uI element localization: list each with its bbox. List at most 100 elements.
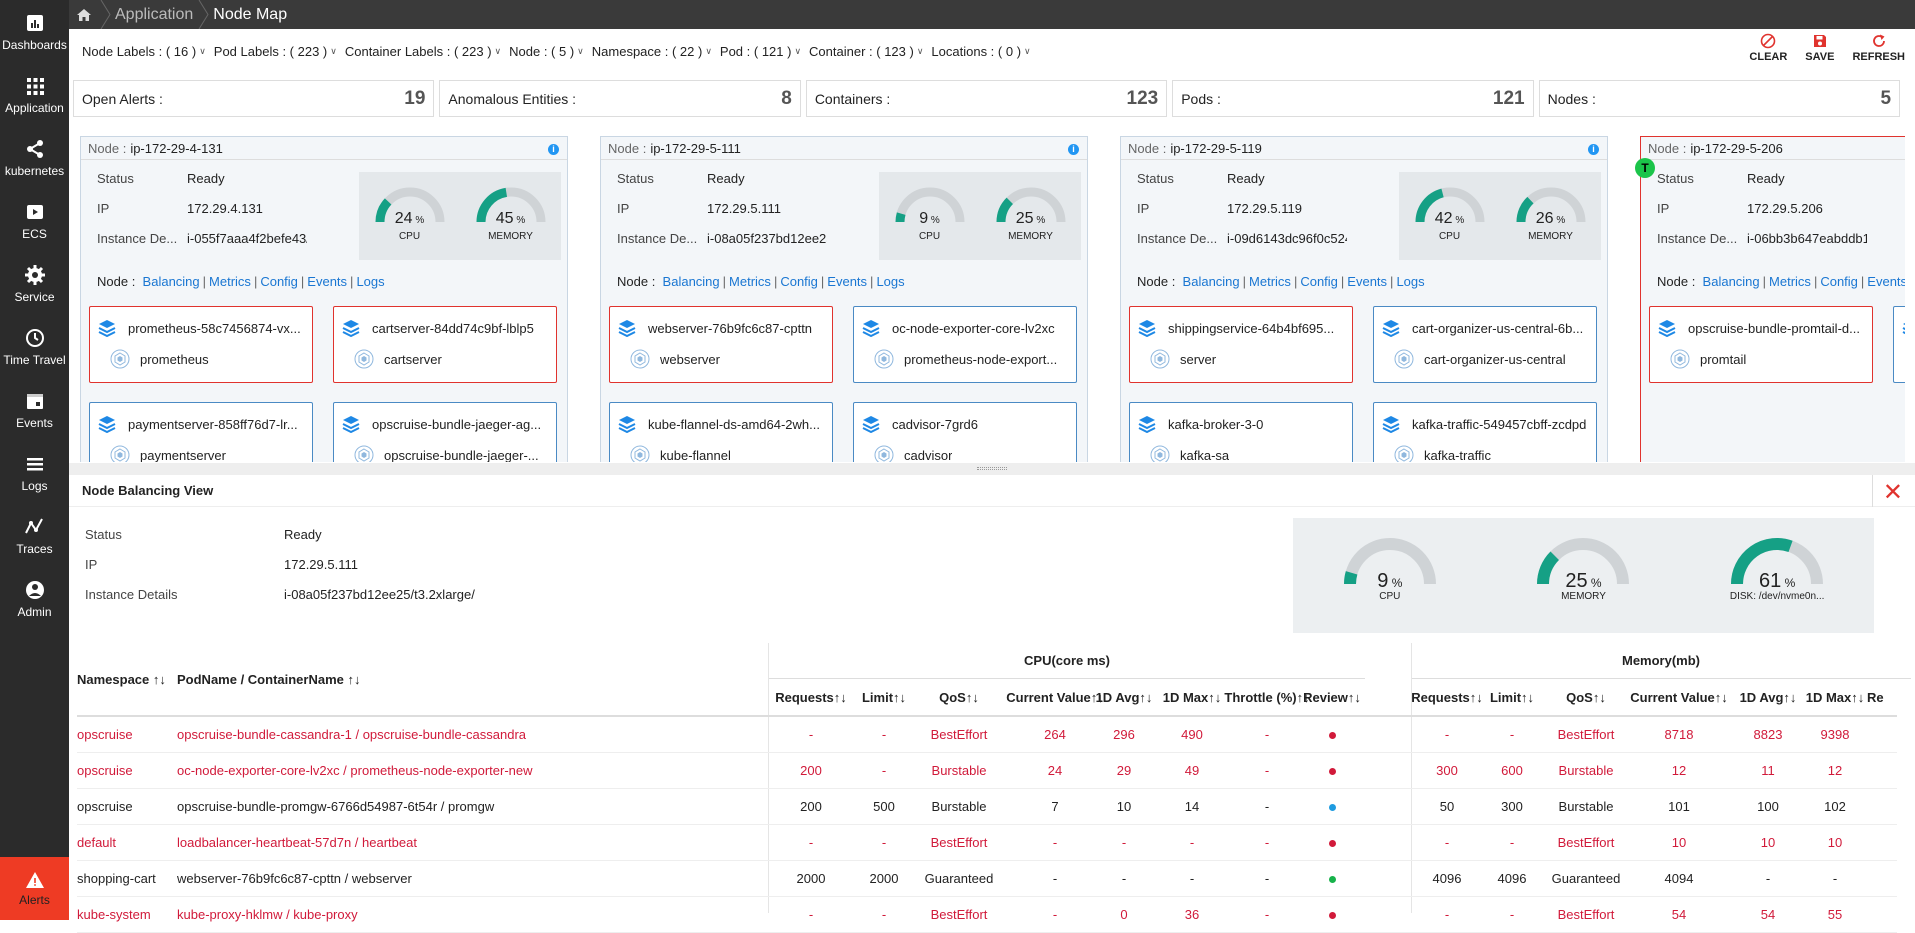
pod-card[interactable]: prometheus-58c7456874-vx...prometheus (89, 306, 313, 383)
node-link-events[interactable]: Events (307, 274, 347, 289)
alerts-button[interactable]: Alerts (0, 857, 69, 920)
filter-dropdown[interactable]: Node : ( 5 )∨ (509, 44, 584, 59)
floppy-icon (1812, 33, 1828, 49)
sidebar-item-service[interactable]: Service (0, 252, 69, 315)
column-header-namespace[interactable]: Namespace ↑↓ (77, 661, 166, 697)
breadcrumb-application[interactable]: Application (111, 6, 197, 24)
node-header[interactable]: Node :ip-172-29-4-131 (81, 137, 567, 160)
column-header-cpu[interactable]: Requests↑↓ (769, 679, 853, 715)
node-link-logs[interactable]: Logs (1396, 274, 1424, 289)
node-link-events[interactable]: Events (827, 274, 867, 289)
home-icon[interactable] (69, 8, 99, 22)
column-header-cpu[interactable]: Throttle (%)↑↓ (1225, 679, 1309, 715)
column-header-memory[interactable]: Re (1867, 679, 1907, 715)
node-link-balancing[interactable]: Balancing (1703, 274, 1760, 289)
summary-card[interactable]: Open Alerts :19 (73, 80, 434, 117)
pod-card[interactable]: cart-organizer-us-central-6b...cart-orga… (1373, 306, 1597, 383)
sidebar-item-logs[interactable]: Logs (0, 441, 69, 504)
node-header[interactable]: Node :ip-172-29-5-111 (601, 137, 1087, 160)
node-link-balancing[interactable]: Balancing (663, 274, 720, 289)
info-icon[interactable]: i (548, 144, 559, 155)
info-icon[interactable]: i (1588, 144, 1599, 155)
node-link-config[interactable]: Config (780, 274, 818, 289)
clear-button[interactable]: CLEAR (1749, 33, 1787, 63)
column-header-memory[interactable]: QoS↑↓ (1541, 679, 1631, 715)
sidebar-item-ecs[interactable]: ECS (0, 189, 69, 252)
panel-resize-handle[interactable] (69, 463, 1915, 475)
node-link-metrics[interactable]: Metrics (1769, 274, 1811, 289)
pod-card[interactable]: kube-flannel-ds-amd64-2wh...kube-flannel (609, 402, 833, 462)
sidebar-item-kubernetes[interactable]: kubernetes (0, 126, 69, 189)
refresh-button[interactable]: REFRESH (1852, 33, 1905, 63)
filter-dropdown[interactable]: Pod : ( 121 )∨ (720, 44, 801, 59)
node-link-logs[interactable]: Logs (356, 274, 384, 289)
node-link-events[interactable]: Events (1867, 274, 1905, 289)
column-header-pod[interactable]: PodName / ContainerName ↑↓ (177, 661, 361, 697)
column-header-cpu[interactable]: Limit↑↓ (853, 679, 915, 715)
container-icon (874, 445, 894, 462)
filter-dropdown[interactable]: Container Labels : ( 223 )∨ (345, 44, 501, 59)
save-button[interactable]: SAVE (1805, 33, 1834, 63)
node-link-balancing[interactable]: Balancing (143, 274, 200, 289)
pod-card[interactable]: opscruise-bundle-jaeger-ag...opscruise-b… (333, 402, 557, 462)
sidebar-item-traces[interactable]: Traces (0, 504, 69, 567)
column-header-cpu[interactable]: 1D Avg↑↓ (1092, 679, 1156, 715)
sidebar-item-application[interactable]: Application (0, 63, 69, 126)
node-link-metrics[interactable]: Metrics (209, 274, 251, 289)
sidebar-item-dashboards[interactable]: Dashboards (0, 0, 69, 63)
node-link-events[interactable]: Events (1347, 274, 1387, 289)
pod-name: loadbalancer-heartbeat-qkd5l (1902, 319, 1905, 337)
column-header-memory[interactable]: Current Value↑↓ (1629, 679, 1729, 715)
node-link-metrics[interactable]: Metrics (729, 274, 771, 289)
container-icon (1150, 349, 1170, 369)
summary-card[interactable]: Containers :123 (806, 80, 1167, 117)
sidebar-item-events[interactable]: Events (0, 378, 69, 441)
node-link-metrics[interactable]: Metrics (1249, 274, 1291, 289)
filter-dropdown[interactable]: Pod Labels : ( 223 )∨ (214, 44, 337, 59)
pod-card[interactable]: opscruise-bundle-promtail-d...promtail (1649, 306, 1873, 383)
filter-dropdown[interactable]: Container : ( 123 )∨ (809, 44, 923, 59)
summary-card[interactable]: Pods :121 (1172, 80, 1533, 117)
filter-dropdown[interactable]: Namespace : ( 22 )∨ (592, 44, 712, 59)
pod-card[interactable]: paymentserver-858ff76d7-lr...paymentserv… (89, 402, 313, 462)
node-link-config[interactable]: Config (1820, 274, 1858, 289)
info-icon[interactable]: i (1068, 144, 1079, 155)
node-name: ip-172-29-5-111 (650, 141, 741, 156)
pod-card[interactable]: shippingservice-64b4bf695...server (1129, 306, 1353, 383)
node-link-logs[interactable]: Logs (876, 274, 904, 289)
close-icon[interactable]: ✕ (1883, 478, 1903, 507)
node-link-config[interactable]: Config (260, 274, 298, 289)
sidebar-item-time-travel[interactable]: Time Travel (0, 315, 69, 378)
column-header-memory[interactable]: Requests↑↓ (1411, 679, 1483, 715)
node-link-balancing[interactable]: Balancing (1183, 274, 1240, 289)
column-header-memory[interactable]: Limit↑↓ (1483, 679, 1541, 715)
column-header-cpu[interactable]: Review↑↓ (1299, 679, 1365, 715)
column-header-cpu[interactable]: QoS↑↓ (915, 679, 1003, 715)
filter-dropdown[interactable]: Node Labels : ( 16 )∨ (82, 44, 206, 59)
filter-dropdown[interactable]: Locations : ( 0 )∨ (931, 44, 1030, 59)
node-header[interactable]: Node :ip-172-29-5-119 (1121, 137, 1607, 160)
node-link-config[interactable]: Config (1300, 274, 1338, 289)
node-header[interactable]: Node :ip-172-29-5-206 (1641, 137, 1905, 160)
column-header-cpu[interactable]: 1D Max↑↓ (1159, 679, 1225, 715)
sidebar-item-admin[interactable]: Admin (0, 567, 69, 630)
summary-card[interactable]: Nodes :5 (1539, 80, 1900, 117)
column-header-memory[interactable]: 1D Avg↑↓ (1732, 679, 1804, 715)
summary-card[interactable]: Anomalous Entities :8 (439, 80, 800, 117)
column-header-memory[interactable]: 1D Max↑↓ (1803, 679, 1867, 715)
pod-card[interactable]: loadbalancer-heartbeat-qkd5lheartbeat (1893, 306, 1905, 383)
